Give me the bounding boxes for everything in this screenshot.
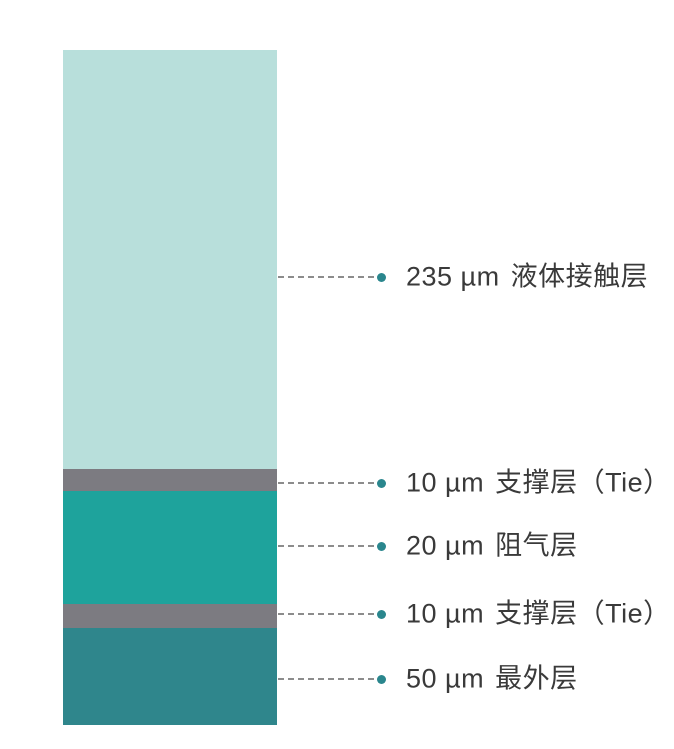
layer-name: 最外层 bbox=[495, 663, 578, 694]
layer-band-outermost bbox=[63, 628, 277, 725]
leader-line bbox=[278, 276, 377, 278]
leader-dot-icon bbox=[377, 478, 386, 488]
layer-band-liquid-contact bbox=[63, 50, 277, 469]
layer-thickness: 20 µm bbox=[406, 530, 485, 561]
callout-label: 235 µm 液体接触层 bbox=[406, 261, 649, 292]
film-stack-bar bbox=[63, 50, 277, 725]
layer-name: 液体接触层 bbox=[510, 261, 649, 292]
leader-line bbox=[278, 613, 377, 615]
callout-label: 20 µm 阻气层 bbox=[406, 530, 578, 561]
layer-band-gas-barrier bbox=[63, 491, 277, 604]
layer-thickness: 235 µm bbox=[406, 261, 500, 292]
layer-thickness: 50 µm bbox=[406, 663, 485, 694]
callout-label: 10 µm 支撑层（Tie） bbox=[406, 598, 671, 629]
layer-name: 支撑层（Tie） bbox=[495, 467, 671, 498]
callout-label: 10 µm 支撑层（Tie） bbox=[406, 467, 671, 498]
callout-label: 50 µm 最外层 bbox=[406, 663, 578, 694]
leader-line bbox=[278, 545, 377, 547]
leader-dot-icon bbox=[377, 272, 386, 282]
layer-band-tie-lower bbox=[63, 604, 277, 628]
layer-thickness: 10 µm bbox=[406, 598, 485, 629]
layer-band-tie-upper bbox=[63, 469, 277, 491]
leader-dot-icon bbox=[377, 541, 386, 551]
leader-line bbox=[278, 678, 377, 680]
leader-dot-icon bbox=[377, 609, 386, 619]
leader-dot-icon bbox=[377, 674, 386, 684]
layer-name: 阻气层 bbox=[495, 530, 578, 561]
leader-line bbox=[278, 482, 377, 484]
layer-thickness: 10 µm bbox=[406, 467, 485, 498]
layer-name: 支撑层（Tie） bbox=[495, 598, 671, 629]
